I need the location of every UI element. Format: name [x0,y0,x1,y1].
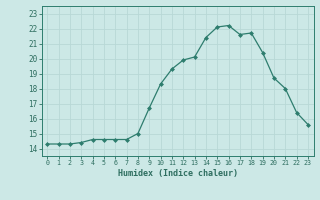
X-axis label: Humidex (Indice chaleur): Humidex (Indice chaleur) [118,169,237,178]
